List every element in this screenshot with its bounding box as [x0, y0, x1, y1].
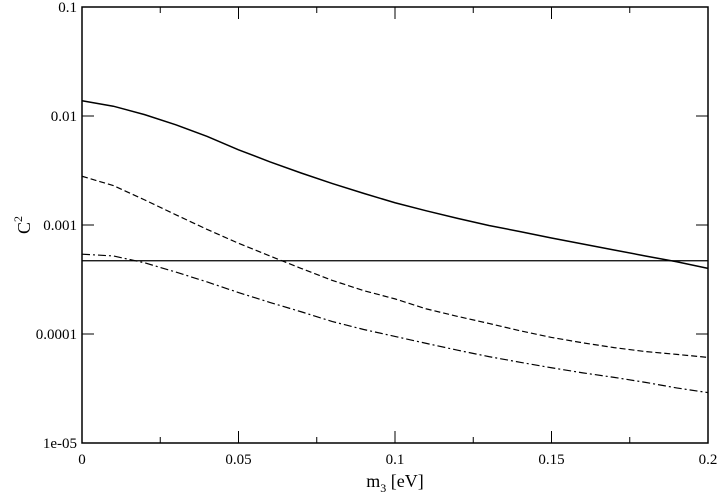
x-axis-label-subscript: 3: [380, 481, 386, 492]
series-layer: [81, 100, 709, 394]
x-tick-label: 0.2: [699, 452, 718, 468]
x-tick-label: 0.1: [386, 452, 405, 468]
y-tick-label: 0.01: [51, 109, 77, 125]
x-axis-label-main: m: [366, 471, 380, 491]
ticks-layer: 0 0.05 0.1 0.15 0.2 1e-05 0.0001 0.001 0.01 0.1: [36, 0, 718, 468]
x-tick-label: 0.05: [225, 452, 251, 468]
y-tick-label: 1e-05: [43, 436, 77, 452]
x-axis-label-unit: [eV]: [386, 471, 423, 491]
y-tick-label: 0.001: [43, 218, 77, 234]
x-tick-label: 0.15: [538, 452, 564, 468]
x-axis-label: m3 [eV]: [366, 471, 424, 492]
y-tick-label: 0.0001: [36, 327, 77, 343]
series-line-1: [81, 100, 709, 270]
y-axis-label: C2: [11, 216, 34, 234]
y-axis-label-main: C: [14, 222, 34, 234]
y-tick-label: 0.1: [58, 0, 77, 16]
x-tick-label: 0: [78, 452, 86, 468]
y-axis-label-superscript: 2: [11, 216, 25, 222]
series-line-3: [81, 253, 709, 394]
series-line-2: [81, 175, 709, 358]
